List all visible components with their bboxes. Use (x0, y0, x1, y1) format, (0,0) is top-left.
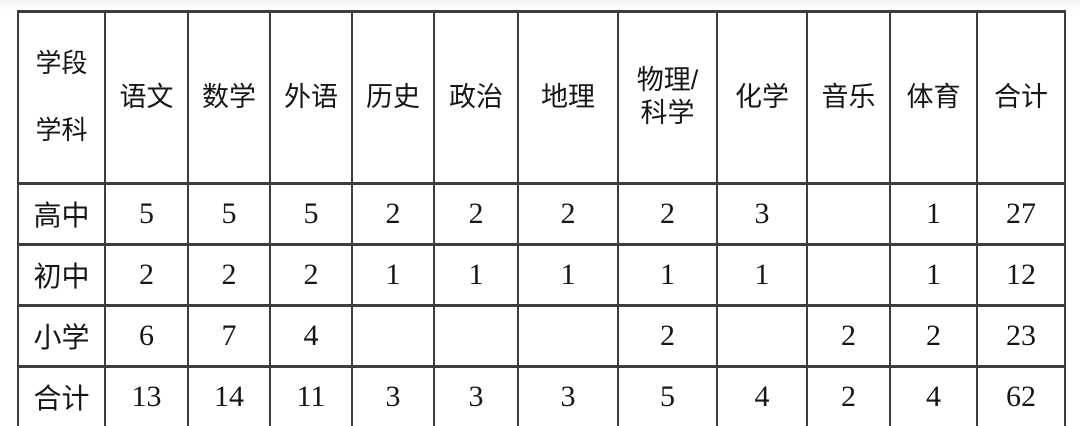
data-cell (806, 181, 891, 246)
header-cell-chinese: 语文 (104, 10, 189, 185)
table-row-primary-school: 小学 6 7 4 2 2 2 23 (17, 303, 1066, 368)
data-cell: 2 (617, 303, 718, 368)
data-cell: 5 (187, 181, 271, 246)
data-cell: 14 (187, 364, 271, 426)
data-cell: 2 (517, 181, 619, 246)
header-cell-music: 音乐 (806, 10, 891, 185)
header-cell-chemistry: 化学 (716, 10, 808, 185)
table-row-total: 合计 13 14 11 3 3 3 5 4 2 4 62 (17, 364, 1066, 426)
data-cell: 4 (716, 364, 808, 426)
header-cell-history: 历史 (351, 10, 435, 185)
corner-header-cell: 学段 学科 (17, 10, 106, 185)
header-cell-pe: 体育 (889, 10, 978, 185)
data-cell: 1 (517, 242, 619, 307)
subject-quota-table: 学段 学科 语文 数学 外语 历史 政治 地理 物理/ 科学 化学 音乐 体育 … (17, 10, 1066, 426)
data-cell: 13 (104, 364, 189, 426)
data-cell: 1 (889, 242, 978, 307)
data-cell: 2 (433, 181, 519, 246)
data-cell: 11 (269, 364, 353, 426)
data-cell: 3 (716, 181, 808, 246)
data-cell: 1 (617, 242, 718, 307)
data-cell: 3 (351, 364, 435, 426)
data-cell: 27 (976, 181, 1066, 246)
data-cell: 2 (806, 303, 891, 368)
data-cell (351, 303, 435, 368)
data-cell: 1 (351, 242, 435, 307)
data-cell: 2 (889, 303, 978, 368)
data-cell: 2 (617, 181, 718, 246)
data-cell: 5 (617, 364, 718, 426)
data-cell: 2 (187, 242, 271, 307)
data-cell: 1 (433, 242, 519, 307)
data-cell (806, 242, 891, 307)
corner-header-line2: 学科 (35, 115, 88, 146)
data-cell (433, 303, 519, 368)
header-row: 学段 学科 语文 数学 外语 历史 政治 地理 物理/ 科学 化学 音乐 体育 … (17, 10, 1066, 185)
data-cell: 4 (269, 303, 353, 368)
data-cell: 3 (433, 364, 519, 426)
row-label: 合计 (17, 364, 106, 426)
data-cell: 1 (716, 242, 808, 307)
header-cell-total: 合计 (976, 10, 1066, 185)
row-label: 高中 (17, 181, 106, 246)
header-cell-politics: 政治 (433, 10, 519, 185)
data-cell: 2 (806, 364, 891, 426)
data-cell: 4 (889, 364, 978, 426)
header-cell-geography: 地理 (517, 10, 619, 185)
data-cell: 2 (269, 242, 353, 307)
data-cell: 12 (976, 242, 1066, 307)
header-cell-math: 数学 (187, 10, 271, 185)
data-cell: 7 (187, 303, 271, 368)
data-cell: 23 (976, 303, 1066, 368)
corner-header-line1: 学段 (35, 47, 88, 78)
data-cell (716, 303, 808, 368)
row-label: 初中 (17, 242, 106, 307)
data-cell: 6 (104, 303, 189, 368)
header-cell-foreign-language: 外语 (269, 10, 353, 185)
header-cell-physics-science: 物理/ 科学 (617, 10, 718, 185)
table-row-middle-school: 初中 2 2 2 1 1 1 1 1 1 12 (17, 242, 1066, 307)
data-cell: 2 (104, 242, 189, 307)
data-cell: 3 (517, 364, 619, 426)
data-cell: 1 (889, 181, 978, 246)
data-cell: 62 (976, 364, 1066, 426)
table-row-high-school: 高中 5 5 5 2 2 2 2 3 1 27 (17, 181, 1066, 246)
data-cell: 5 (104, 181, 189, 246)
data-cell: 2 (351, 181, 435, 246)
data-cell (517, 303, 619, 368)
data-cell: 5 (269, 181, 353, 246)
row-label: 小学 (17, 303, 106, 368)
